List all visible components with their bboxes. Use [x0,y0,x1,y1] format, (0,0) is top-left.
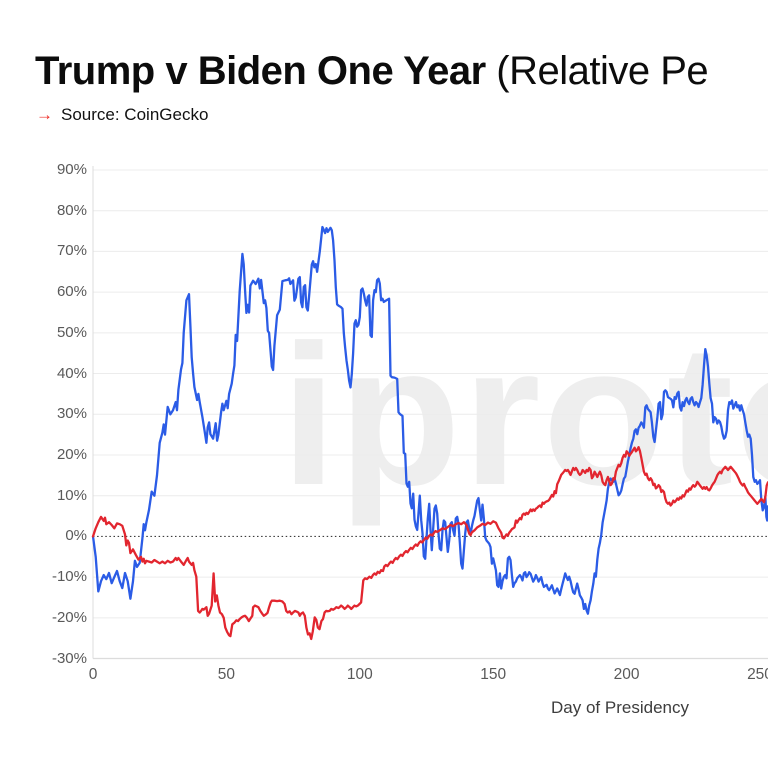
y-tick-label: 70% [56,242,87,260]
y-tick-label: -20% [51,608,87,626]
x-tick-label: 200 [613,666,640,683]
source-line: → Source: CoinGecko [36,105,208,125]
y-tick-label: -10% [51,568,87,586]
x-tick-label: 150 [480,666,507,683]
y-tick-label: 30% [56,405,87,423]
y-tick-label: 80% [56,201,87,219]
y-tick-label: 40% [56,364,87,382]
x-tick-label: 0 [88,666,98,683]
y-tick-label: 10% [56,486,87,504]
blue-series-line [91,225,768,615]
y-tick-label: 0% [65,527,87,545]
arrow-right-icon: → [36,105,53,124]
chart-title-bold: Trump v Biden One Year [35,49,486,93]
watermark-text: iproto [281,304,768,527]
source-label: Source: CoinGecko [61,105,209,124]
chart-title-regular: (Relative Pe [485,49,709,93]
y-tick-label: 90% [56,161,87,178]
y-tick-label: 20% [56,445,87,463]
x-axis-title: Day of Presidency [551,698,689,717]
chart-title: Trump v Biden One Year (Relative Pe [35,49,709,93]
x-tick-label: 100 [346,666,373,683]
red-series-line [91,446,768,641]
y-tick-label: -30% [51,649,87,667]
x-tick-label: 50 [217,666,236,683]
y-tick-label: 50% [56,323,87,341]
x-tick-label: 250 [747,666,768,683]
y-tick-label: 60% [56,283,87,301]
